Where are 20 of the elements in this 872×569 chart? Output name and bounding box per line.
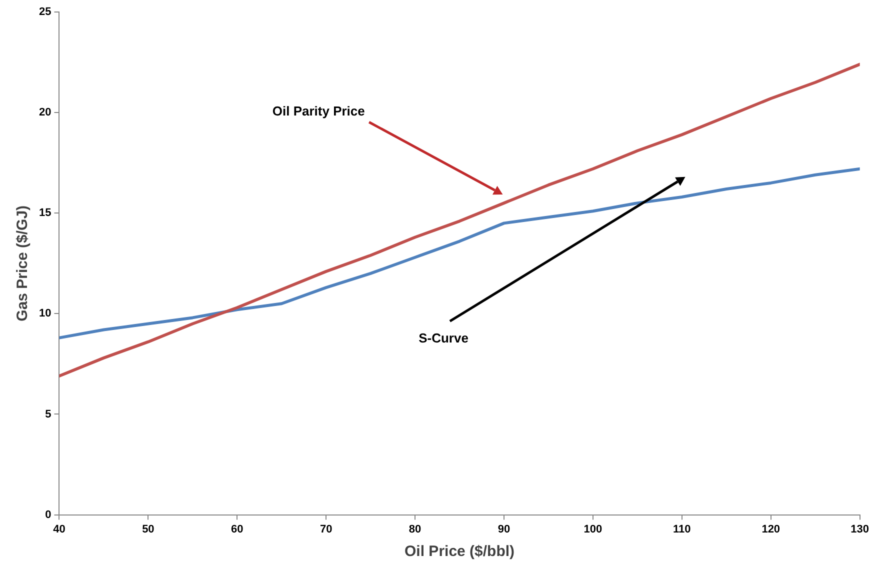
x-tick-label: 70 — [320, 523, 332, 536]
x-tick-label: 80 — [408, 523, 422, 536]
x-tick-label: 90 — [498, 523, 510, 536]
x-tick-label: 50 — [142, 523, 154, 536]
y-tick-label: 15 — [38, 207, 52, 220]
x-tick-label: 100 — [584, 523, 602, 536]
y-tick-label: 0 — [45, 508, 52, 521]
x-tick-label: 130 — [850, 523, 870, 536]
x-tick-label: 120 — [762, 523, 780, 536]
x-tick-label: 60 — [231, 523, 244, 536]
x-tick-label: 110 — [673, 523, 691, 536]
x-tick-label: 40 — [53, 523, 66, 536]
y-tick-label: 25 — [38, 6, 52, 18]
y-tick-label: 10 — [38, 308, 52, 320]
annotation: S-Curve — [418, 330, 468, 346]
y-tick-label: 5 — [45, 408, 52, 420]
annotation: Oil Parity Price — [272, 104, 365, 119]
y-axis-title: Gas Price ($/GJ) — [14, 205, 32, 322]
y-tick-label: 20 — [38, 106, 52, 119]
x-axis-title: Oil Price ($/bbl) — [404, 543, 515, 560]
